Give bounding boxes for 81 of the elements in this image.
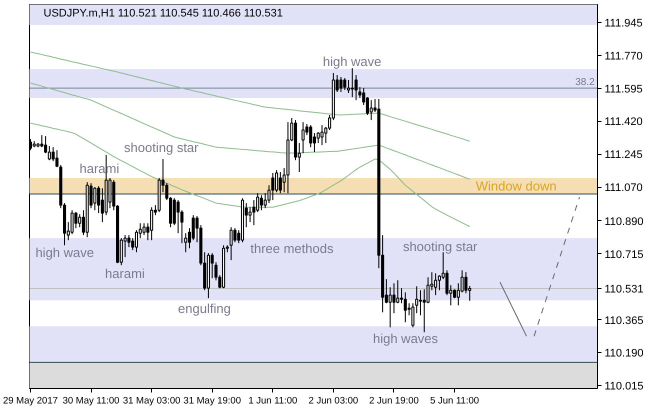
candlestick bbox=[316, 132, 320, 144]
candlestick bbox=[350, 68, 354, 98]
candlestick bbox=[240, 198, 244, 243]
candlestick bbox=[309, 124, 312, 148]
candlestick bbox=[192, 214, 195, 241]
y-tick-label: 111.070 bbox=[604, 182, 643, 194]
candlestick bbox=[286, 122, 290, 194]
y-tick-label: 111.245 bbox=[604, 149, 643, 162]
candlestick bbox=[108, 178, 112, 209]
candlestick bbox=[142, 222, 146, 236]
candlestick bbox=[411, 302, 414, 328]
candlestick bbox=[206, 252, 210, 299]
y-tick-label: 110.190 bbox=[604, 348, 644, 360]
candlestick bbox=[438, 274, 441, 291]
candlestick bbox=[252, 200, 256, 226]
y-tick-label: 111.770 bbox=[604, 50, 643, 62]
band-label: Window down bbox=[476, 178, 557, 194]
annotation: high wave bbox=[35, 245, 94, 260]
candlestick bbox=[302, 122, 305, 154]
y-tick-label: 111.420 bbox=[604, 116, 643, 128]
y-tick-label: 111.595 bbox=[604, 83, 643, 96]
candlestick bbox=[464, 272, 468, 294]
candlestick bbox=[343, 78, 346, 90]
annotation: high waves bbox=[372, 331, 439, 346]
candlestick bbox=[222, 244, 226, 289]
line-series bbox=[534, 196, 580, 337]
candlestick bbox=[260, 194, 263, 211]
x-tick-label: 29 May 2017 bbox=[2, 396, 58, 406]
candlestick bbox=[97, 186, 100, 214]
line-series bbox=[30, 82, 470, 180]
annotation: shooting star bbox=[124, 140, 200, 155]
line-series bbox=[499, 282, 527, 337]
x-tick-label: 1 Jun 11:00 bbox=[248, 396, 298, 406]
chart-title: USDJPY.m,H1 110.521 110.545 110.466 110.531 bbox=[44, 8, 283, 20]
annotation: harami bbox=[105, 266, 145, 281]
candlestick bbox=[271, 172, 274, 201]
y-tick-label: 111.945 bbox=[604, 17, 643, 30]
candlestick bbox=[278, 172, 282, 194]
line-series bbox=[30, 122, 470, 228]
candlestick bbox=[74, 212, 78, 229]
candlestick bbox=[86, 182, 89, 238]
y-tick-label: 110.715 bbox=[604, 248, 644, 261]
annotation: shooting star bbox=[402, 238, 478, 254]
candlestick bbox=[256, 192, 260, 213]
candlestick bbox=[158, 178, 161, 213]
x-tick-label: 31 May 19:00 bbox=[183, 396, 241, 406]
candlestick bbox=[294, 120, 298, 161]
ref-line-label: 110.531 bbox=[604, 284, 644, 296]
candlestick bbox=[392, 282, 396, 314]
candlestick bbox=[176, 200, 180, 234]
candlestick bbox=[150, 206, 154, 241]
y-tick-label: 110.365 bbox=[604, 314, 644, 327]
y-tick-label: 110.890 bbox=[604, 216, 644, 228]
y-tick-label: 110.015 bbox=[604, 380, 644, 393]
candlestick bbox=[388, 286, 392, 328]
annotation: 38.2 bbox=[575, 76, 596, 88]
candlestick bbox=[339, 76, 342, 93]
candlestick bbox=[134, 230, 138, 253]
candlestick bbox=[55, 150, 58, 168]
candlestick bbox=[264, 192, 267, 209]
x-tick-label: 2 Jun 19:00 bbox=[369, 396, 419, 406]
candlestick bbox=[346, 79, 350, 94]
line-series bbox=[30, 51, 470, 142]
candlestick bbox=[370, 100, 373, 121]
x-tick-label: 31 May 03:00 bbox=[122, 396, 180, 406]
candlestick bbox=[434, 272, 438, 296]
candlestick bbox=[230, 226, 233, 261]
candlestick bbox=[127, 234, 130, 248]
candlestick bbox=[233, 228, 236, 243]
x-tick-label: 5 Jun 11:00 bbox=[430, 396, 480, 406]
candlestick bbox=[358, 86, 362, 99]
candlestick bbox=[418, 290, 422, 316]
candlestick bbox=[320, 124, 324, 146]
candlestick bbox=[404, 292, 407, 323]
annotation: engulfing bbox=[178, 301, 231, 316]
candlestick bbox=[248, 206, 252, 223]
annotation: three methods bbox=[250, 240, 334, 256]
x-tick-label: 30 May 11:00 bbox=[62, 396, 120, 406]
annotation: high wave bbox=[322, 54, 382, 69]
x-tick-label: 2 Jun 03:00 bbox=[308, 396, 358, 406]
candlestick bbox=[422, 288, 426, 333]
